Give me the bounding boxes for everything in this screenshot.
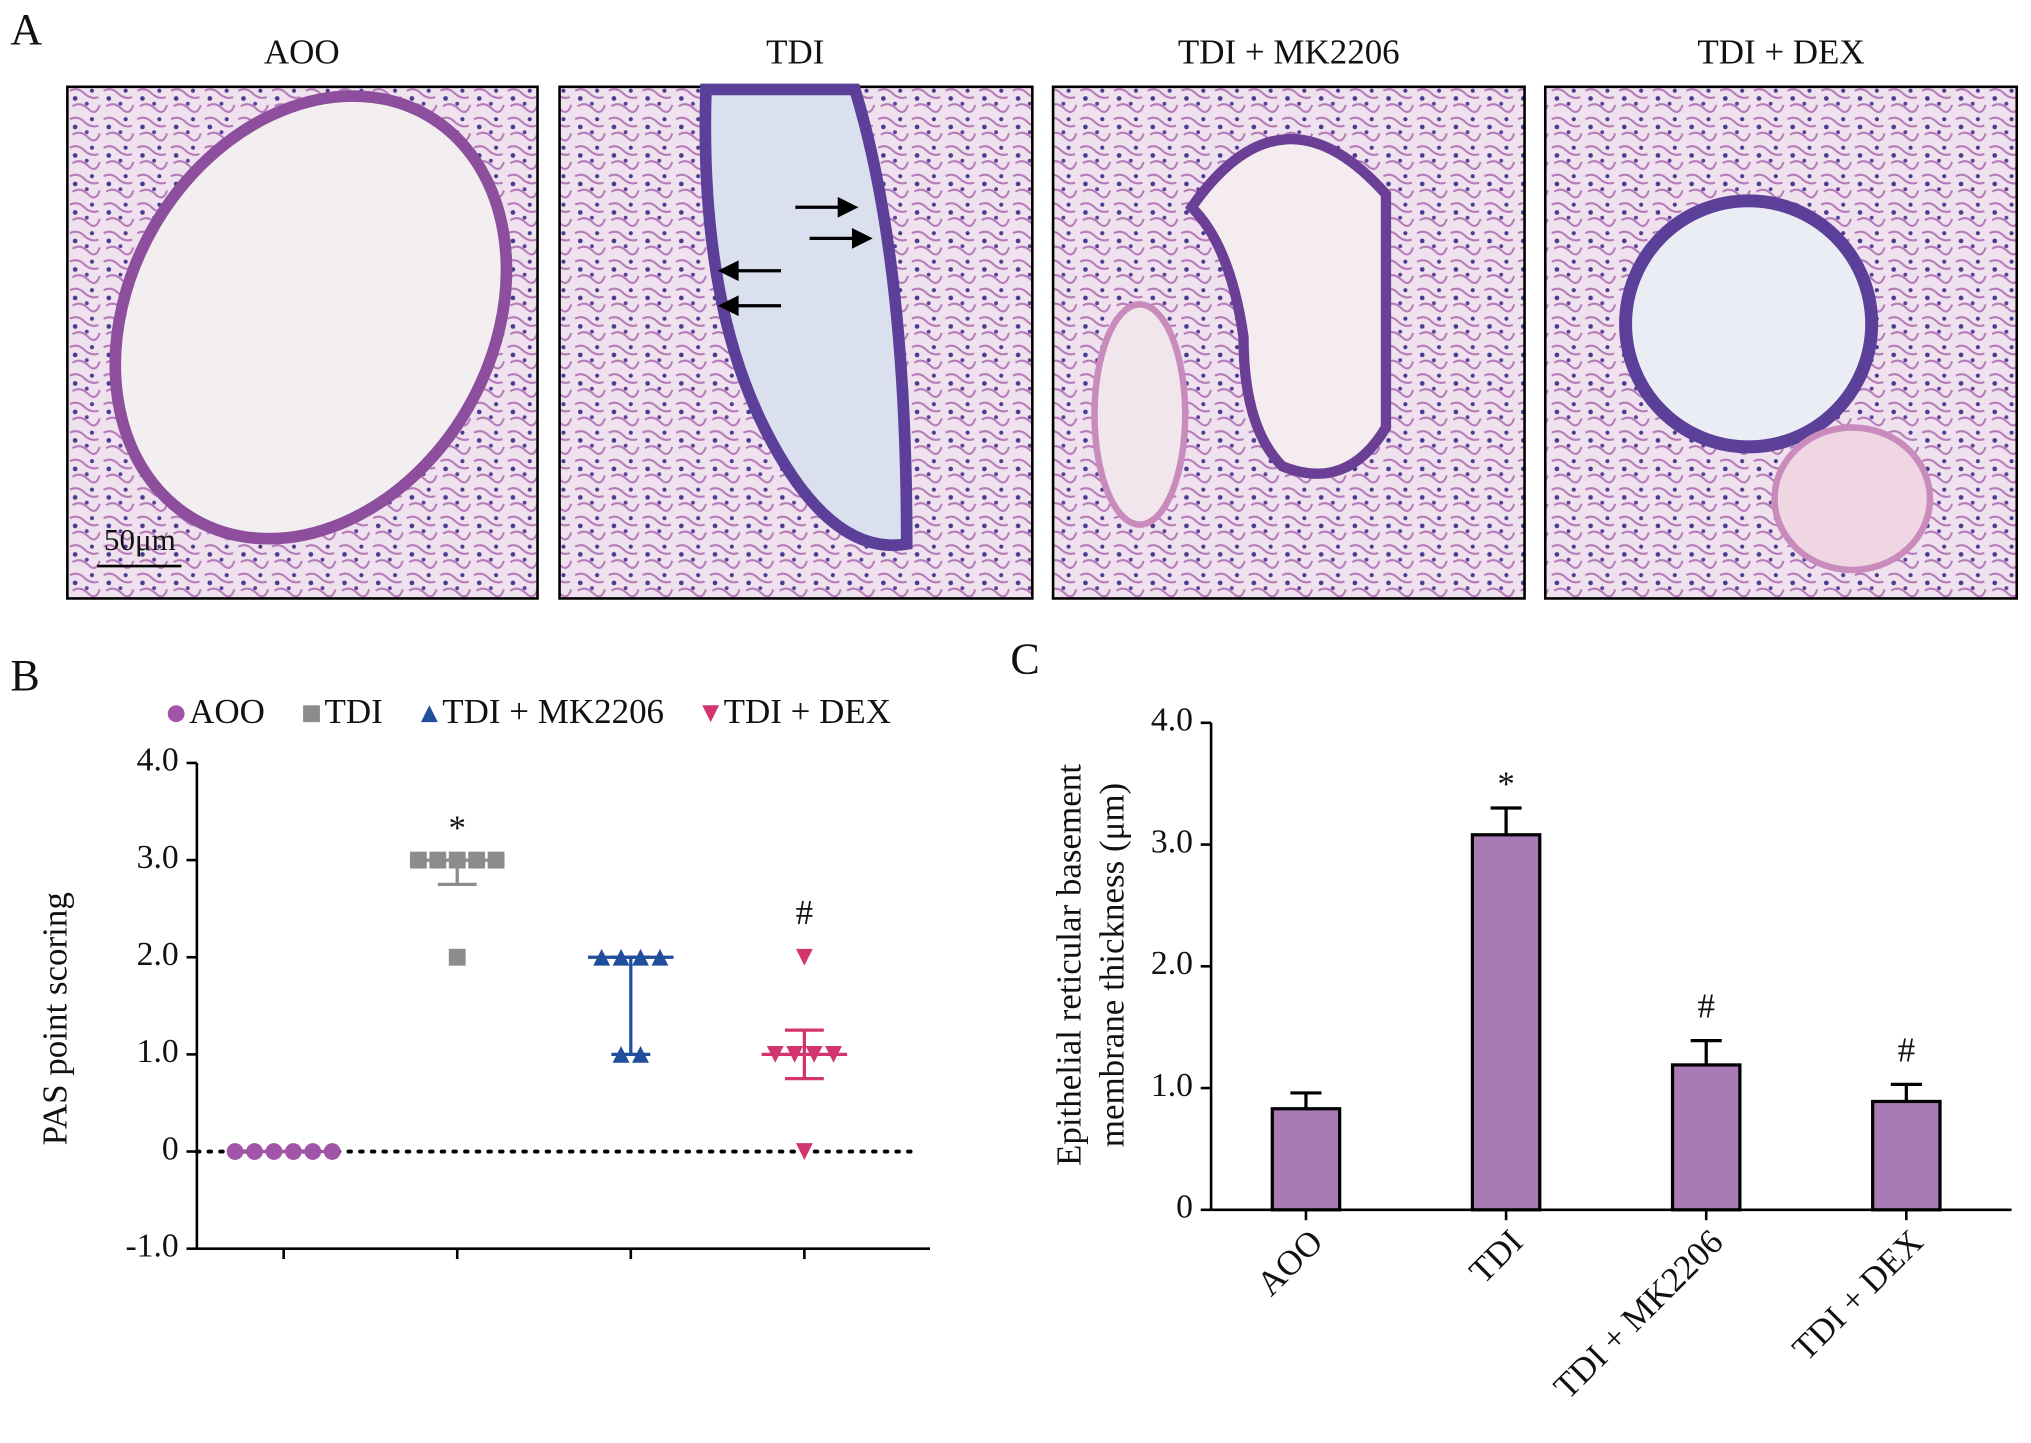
significance-mark: # (796, 893, 813, 932)
y-tick-label: 0 (162, 1130, 179, 1167)
point (487, 851, 505, 869)
significance-mark: * (448, 809, 465, 848)
y-tick-label: 3.0 (137, 839, 179, 876)
micrograph-title: TDI (766, 33, 824, 72)
point (226, 1143, 244, 1160)
arrows (717, 196, 873, 317)
point (651, 948, 669, 966)
point (632, 1045, 649, 1063)
airway-lumen (699, 83, 913, 551)
legend-label: TDI + MK2206 (442, 692, 664, 731)
point (448, 948, 466, 966)
y-tick-label: 4.0 (1151, 702, 1193, 739)
y-axis-title: PAS point scoring (35, 892, 74, 1145)
legend-marker (303, 705, 320, 723)
y-tick-label: 0 (1176, 1189, 1193, 1226)
micrograph-title: TDI + DEX (1697, 33, 1864, 72)
point (284, 1143, 302, 1160)
y-axis-title: Epithelial reticular basement (1050, 764, 1089, 1166)
panel-label: B (10, 651, 39, 700)
y-tick-label: 1.0 (137, 1033, 179, 1070)
airway-lumen (1619, 194, 1879, 454)
point (766, 1045, 784, 1063)
vessel (1091, 301, 1189, 528)
point (805, 1045, 823, 1063)
point (612, 1045, 630, 1063)
point (448, 851, 466, 869)
micrograph-row: 50μm (66, 83, 2019, 600)
micrograph-title: AOO (264, 33, 340, 72)
legend-marker (420, 705, 438, 723)
legend-label: TDI (324, 692, 382, 731)
bar (1270, 1107, 1342, 1212)
point (468, 851, 486, 869)
point (593, 948, 611, 966)
point (304, 1143, 322, 1160)
panel-label: C (1010, 634, 1039, 683)
panel-label: A (10, 5, 42, 54)
y-tick-label: 2.0 (137, 936, 179, 973)
y-tick-label: 4.0 (137, 742, 179, 779)
point (612, 948, 630, 966)
point (246, 1143, 263, 1160)
x-tick-label: TDI (1462, 1222, 1531, 1291)
legend-label: TDI + DEX (724, 692, 891, 731)
bar (1470, 833, 1542, 1212)
point (323, 1143, 341, 1160)
x-tick-label: AOO (1249, 1222, 1330, 1303)
significance-mark: # (1697, 987, 1714, 1026)
x-tick-label: TDI + DEX (1785, 1222, 1931, 1368)
x-tick-label: TDI + MK2206 (1546, 1222, 1730, 1406)
bar (1670, 1063, 1742, 1212)
point (409, 851, 427, 869)
y-tick-label: -1.0 (125, 1227, 178, 1264)
point (429, 851, 447, 869)
legend-label: AOO (189, 692, 265, 731)
y-axis-title: membrane thickness (μm) (1092, 783, 1131, 1147)
significance-mark: # (1898, 1030, 1915, 1069)
point (825, 1045, 842, 1063)
point (795, 948, 813, 966)
point (786, 1045, 804, 1063)
y-tick-label: 1.0 (1151, 1067, 1193, 1104)
y-tick-label: 2.0 (1151, 945, 1193, 982)
point (632, 948, 649, 966)
point (795, 1143, 813, 1160)
significance-mark: * (1497, 764, 1514, 803)
legend-marker (702, 705, 720, 723)
point (265, 1143, 283, 1160)
scale-bar-label: 50μm (104, 522, 176, 557)
legend-marker (167, 705, 185, 723)
bar (1871, 1099, 1942, 1212)
micrograph-title: TDI + MK2206 (1178, 33, 1400, 72)
y-tick-label: 3.0 (1151, 823, 1193, 860)
airway-lumen (109, 90, 513, 545)
vessel (1771, 424, 1934, 574)
airway-lumen (1184, 133, 1392, 479)
